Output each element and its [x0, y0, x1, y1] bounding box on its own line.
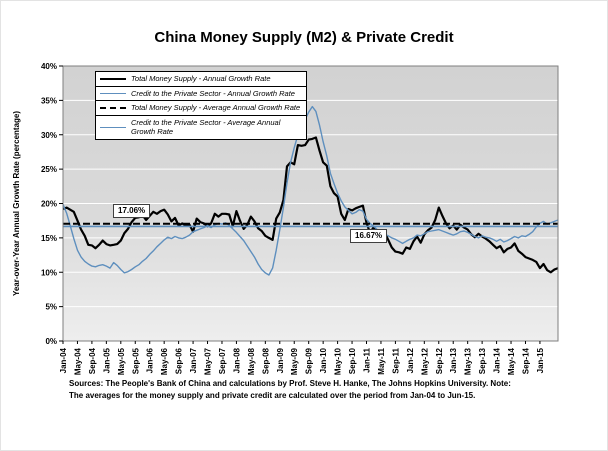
- x-axis: Jan-04 May-04 Sep-04 Jan-05 May-05 Sep-05 Jan-…: [59, 341, 545, 375]
- m2-average-line-sample-icon: [100, 106, 126, 109]
- credit-average-annotation: 16.67%: [350, 229, 388, 243]
- x-tick-label: Sep-09: [305, 347, 314, 374]
- legend-item-m2-average: Total Money Supply - Average Annual Grow…: [95, 100, 307, 116]
- x-tick-label: May-10: [334, 347, 343, 375]
- x-tick-label: Sep-10: [348, 347, 357, 374]
- legend-label: Credit to the Private Sector - Average A…: [131, 117, 281, 137]
- source-note-line1: Sources: The People's Bank of China and …: [69, 379, 511, 388]
- x-tick-label: May-08: [247, 347, 256, 375]
- x-tick-label: Sep-12: [435, 347, 444, 374]
- x-tick-label: Jan-15: [536, 347, 545, 373]
- credit-average-line-sample-icon: [100, 126, 126, 128]
- x-tick-label: May-06: [160, 347, 169, 375]
- m2-average-annotation: 17.06%: [113, 204, 151, 218]
- x-tick-label: May-09: [290, 347, 299, 375]
- x-tick-label: Jan-06: [146, 347, 155, 373]
- x-tick-label: May-12: [420, 347, 429, 375]
- x-tick-label: Jan-07: [189, 347, 198, 373]
- y-axis: 0% 5% 10% 15% 20% 25% 30% 35% 40%: [41, 62, 63, 346]
- y-tick-label: 5%: [45, 303, 57, 312]
- y-tick-label: 25%: [41, 165, 57, 174]
- legend-item-credit-growth: Credit to the Private Sector - Annual Gr…: [95, 85, 307, 101]
- x-tick-label: Sep-05: [131, 347, 140, 374]
- x-tick-label: May-04: [73, 347, 82, 375]
- x-tick-label: Jan-13: [449, 347, 458, 373]
- y-tick-label: 40%: [41, 62, 57, 71]
- y-tick-label: 0%: [45, 337, 57, 346]
- y-tick-label: 35%: [41, 96, 57, 105]
- y-tick-label: 20%: [41, 200, 57, 209]
- x-tick-label: May-07: [204, 347, 213, 375]
- source-note-line2: The averages for the money supply and pr…: [69, 390, 476, 400]
- page-title: China Money Supply (M2) & Private Credit: [154, 29, 454, 46]
- legend-label: Total Money Supply - Annual Growth Rate: [131, 74, 271, 83]
- x-tick-label: Sep-06: [175, 347, 184, 374]
- m2-line-sample-icon: [100, 77, 126, 80]
- x-tick-label: May-14: [507, 347, 516, 375]
- x-tick-label: Sep-11: [391, 347, 400, 373]
- x-tick-label: Jan-14: [493, 347, 502, 373]
- x-tick-label: Sep-08: [261, 347, 270, 374]
- legend-label: Credit to the Private Sector - Annual Gr…: [131, 88, 295, 98]
- x-tick-label: Sep-14: [521, 347, 530, 374]
- x-tick-label: Jan-08: [232, 347, 241, 373]
- y-axis-title: Year-over-Year Annual Growth Rate (perce…: [12, 111, 21, 296]
- series-line-1: [62, 105, 559, 276]
- x-tick-label: Sep-13: [478, 347, 487, 374]
- source-note: Sources: The People's Bank of China and …: [69, 378, 593, 401]
- x-tick-label: Sep-07: [218, 347, 227, 374]
- x-tick-label: Jan-05: [102, 347, 111, 373]
- x-tick-label: May-11: [377, 347, 386, 374]
- legend-item-credit-average: Credit to the Private Sector - Average A…: [95, 114, 307, 140]
- credit-line-sample-icon: [100, 92, 126, 94]
- y-tick-label: 10%: [41, 268, 57, 277]
- legend-item-m2-growth: Total Money Supply - Annual Growth Rate: [95, 71, 307, 87]
- x-tick-label: May-13: [464, 347, 473, 375]
- x-tick-label: Sep-04: [88, 347, 97, 374]
- legend-label: Total Money Supply - Average Annual Grow…: [131, 103, 301, 112]
- x-tick-label: Jan-11: [363, 347, 372, 372]
- legend: Total Money Supply - Annual Growth Rate …: [95, 71, 307, 140]
- x-tick-label: Jan-04: [59, 347, 68, 373]
- x-tick-label: Jan-09: [276, 347, 285, 373]
- y-tick-label: 15%: [41, 234, 57, 243]
- x-tick-label: Jan-10: [319, 347, 328, 373]
- y-tick-label: 30%: [41, 131, 57, 140]
- x-tick-label: Jan-12: [406, 347, 415, 373]
- x-tick-label: May-05: [117, 347, 126, 375]
